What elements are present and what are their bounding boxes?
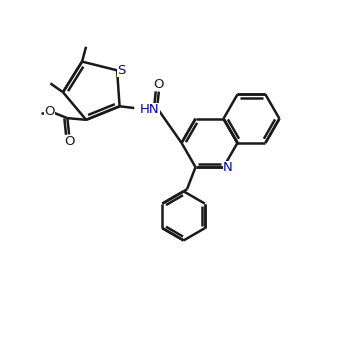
Text: N: N (223, 161, 233, 173)
Text: S: S (117, 64, 126, 77)
Text: O: O (153, 78, 164, 91)
Text: O: O (64, 136, 74, 148)
Text: O: O (44, 105, 55, 119)
Text: HN: HN (140, 103, 160, 115)
